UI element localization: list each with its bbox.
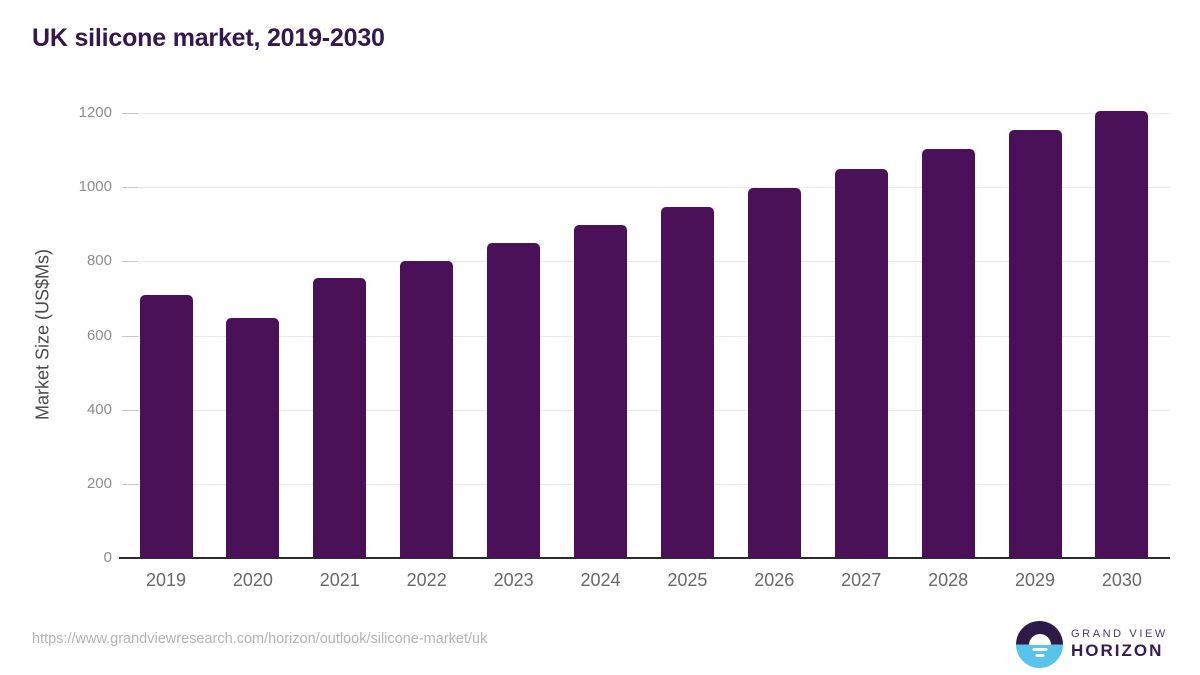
y-tick-mark-400 (122, 409, 138, 411)
x-tick-label-2028: 2028 (928, 570, 969, 590)
y-tick-mark-800 (122, 261, 138, 263)
gridline-800 (122, 261, 1170, 263)
y-tick-label-200: 200 (86, 474, 112, 492)
bar-2028 (921, 148, 975, 558)
gridline-1000 (122, 187, 1170, 189)
bar-2021 (313, 278, 367, 558)
logo-text: GRAND VIEW HORIZON (1071, 628, 1168, 661)
x-tick-label-2027: 2027 (841, 570, 882, 590)
bar-2024 (574, 224, 627, 558)
bar-2025 (660, 206, 714, 558)
logo-horizon-text: HORIZON (1071, 641, 1164, 660)
bar-2019 (139, 294, 193, 558)
y-tick-label-600: 600 (86, 326, 112, 344)
y-tick-label-0: 0 (103, 549, 112, 566)
y-tick-label-1200: 1200 (78, 104, 112, 121)
reflection-dash (1035, 654, 1044, 657)
bar-2026 (747, 187, 801, 558)
bar-2020 (226, 318, 280, 558)
x-tick-label-2030: 2030 (1101, 570, 1142, 590)
y-tick-label-400: 400 (86, 400, 112, 418)
x-tick-label-2021: 2021 (319, 570, 360, 590)
grand-view-horizon-logo: GRAND VIEW HORIZON (1016, 621, 1168, 668)
x-tick-label-2022: 2022 (406, 570, 447, 590)
y-tick-mark-1200 (122, 113, 138, 114)
y-tick-label-1000: 1000 (78, 178, 112, 196)
x-tick-label-2019: 2019 (145, 570, 187, 590)
y-tick-mark-200 (122, 483, 138, 485)
reflection-dash (1032, 648, 1047, 651)
gridline-600 (122, 335, 1170, 337)
bar-2029 (1008, 129, 1062, 558)
plot-area (119, 110, 1170, 559)
bar-2030 (1095, 110, 1149, 558)
x-tick-label-2023: 2023 (493, 570, 534, 590)
gridline-200 (122, 483, 1170, 485)
sun-shape (1028, 633, 1051, 645)
horizon-sun-icon (1016, 621, 1063, 668)
y-tick-label-800: 800 (86, 252, 112, 270)
x-tick-label-2020: 2020 (232, 570, 273, 590)
x-tick-label-2025: 2025 (667, 570, 708, 590)
x-tick-label-2029: 2029 (1014, 570, 1056, 590)
gridline-400 (122, 409, 1170, 411)
source-url: https://www.grandviewresearch.com/horizo… (32, 631, 488, 647)
x-tick-label-2024: 2024 (580, 570, 621, 590)
bar-2027 (834, 168, 888, 558)
y-tick-mark-600 (122, 335, 138, 337)
x-axis-line (119, 557, 1170, 559)
y-tick-mark-1000 (122, 187, 138, 189)
y-axis-title: Market Size (US$Ms) (32, 248, 53, 421)
x-tick-label-2026: 2026 (754, 570, 795, 590)
bar-2023 (487, 242, 541, 558)
chart-title: UK silicone market, 2019-2030 (32, 24, 385, 52)
logo-grand-view-text: GRAND VIEW (1071, 628, 1168, 640)
bar-2022 (400, 260, 454, 558)
gridline-1200 (122, 113, 1170, 114)
